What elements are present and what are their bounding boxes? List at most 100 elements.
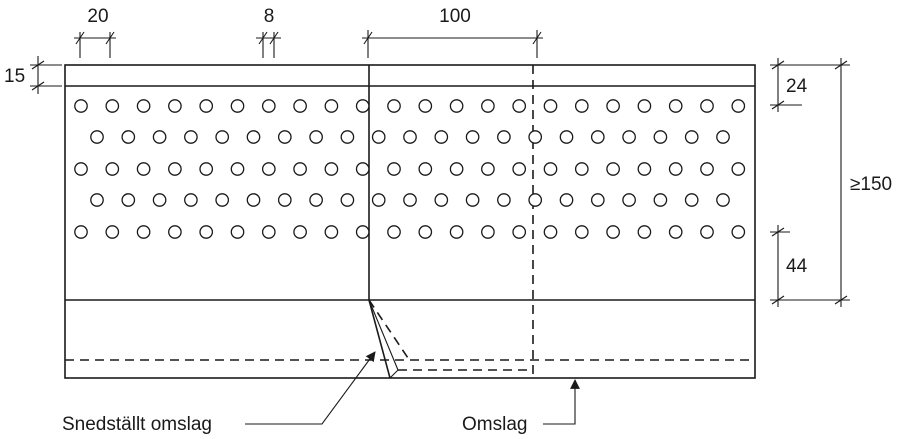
perforation-hole bbox=[418, 162, 433, 176]
perforation-hole bbox=[340, 193, 355, 207]
perforation-hole bbox=[574, 99, 589, 113]
perforation-hole bbox=[434, 130, 449, 144]
perforation-hole bbox=[622, 193, 636, 207]
perforation-hole bbox=[246, 193, 261, 207]
perforation-hole bbox=[637, 162, 652, 176]
perforation-hole bbox=[230, 225, 245, 239]
perforation-hole bbox=[199, 99, 214, 113]
callout-angled-fold: Snedställt omslag bbox=[62, 351, 376, 435]
perforation-hole bbox=[481, 162, 495, 176]
perforation-hole bbox=[653, 193, 668, 207]
perforation-hole bbox=[387, 99, 401, 113]
perforation-hole bbox=[387, 162, 401, 176]
dim-holes-to-bottom-band-label: 44 bbox=[786, 256, 808, 277]
perforation-hole bbox=[121, 130, 136, 144]
angled-fold bbox=[368, 299, 533, 379]
perforation-hole bbox=[168, 225, 182, 239]
perforation-hole bbox=[418, 225, 433, 239]
perforation-hole bbox=[559, 130, 574, 144]
perforation-hole bbox=[731, 225, 746, 239]
perforation-hole bbox=[355, 162, 370, 176]
perforation-hole bbox=[136, 162, 151, 176]
perforation-hole bbox=[465, 193, 480, 207]
dim-top-strip: 15 bbox=[4, 56, 62, 94]
perforation-hole bbox=[277, 193, 292, 207]
perforation-hole bbox=[716, 130, 730, 144]
perforation-hole bbox=[497, 130, 511, 144]
perforation-hole bbox=[418, 99, 433, 113]
dim-total-height: ≥150 bbox=[800, 58, 892, 307]
perforation-hole bbox=[230, 99, 245, 113]
perforation-hole bbox=[434, 193, 449, 207]
perforation-hole bbox=[293, 99, 307, 113]
perforation-hole bbox=[559, 193, 574, 207]
perforation-hole bbox=[355, 99, 370, 113]
perforation-hole bbox=[152, 193, 167, 207]
perforation-hole bbox=[168, 99, 182, 113]
perforation-hole bbox=[309, 193, 323, 207]
perforation-hole bbox=[700, 99, 714, 113]
perforation-hole bbox=[309, 130, 323, 144]
perforation-hole bbox=[277, 130, 292, 144]
perforation-hole bbox=[543, 225, 558, 239]
perforation-hole bbox=[716, 193, 730, 207]
perforation-hole bbox=[293, 162, 307, 176]
perforation-hole bbox=[324, 162, 339, 176]
perforation-hole bbox=[184, 193, 198, 207]
callout-angled-fold-label: Snedställt omslag bbox=[62, 414, 212, 435]
perforation-hole bbox=[152, 130, 167, 144]
perforation-hole bbox=[543, 162, 558, 176]
perforation-hole bbox=[668, 99, 683, 113]
perforation-hole bbox=[449, 99, 464, 113]
perforation-hole bbox=[606, 225, 620, 239]
perforation-hole bbox=[403, 130, 417, 144]
dim-top-strip-label: 15 bbox=[4, 66, 25, 87]
perforation-hole bbox=[528, 193, 543, 207]
perforation-hole bbox=[512, 99, 527, 113]
perforation-hole bbox=[528, 130, 543, 144]
perforation-hole bbox=[497, 193, 511, 207]
dim-top-edge-to-holes: 24 bbox=[770, 58, 808, 112]
perforation-hole bbox=[606, 162, 620, 176]
perforation-hole bbox=[731, 162, 746, 176]
dim-hole-spacing: 20 bbox=[74, 6, 116, 58]
perforation-hole bbox=[215, 130, 230, 144]
perforation-hole bbox=[590, 193, 605, 207]
perforation-hole bbox=[684, 193, 699, 207]
perforation-hole bbox=[637, 99, 652, 113]
perforation-hole bbox=[74, 225, 88, 239]
dim-fold-width-label: 100 bbox=[439, 6, 471, 27]
perforation-hole bbox=[481, 99, 495, 113]
perforation-hole bbox=[700, 162, 714, 176]
perforation-hole bbox=[387, 225, 401, 239]
dim-top-edge-to-holes-label: 24 bbox=[786, 76, 808, 97]
perforation-hole bbox=[606, 99, 620, 113]
perforation-hole bbox=[543, 99, 558, 113]
perforation-hole bbox=[246, 130, 261, 144]
dim-fold-width: 100 bbox=[362, 6, 543, 58]
perforation-hole bbox=[74, 162, 88, 176]
perforation-hole bbox=[230, 162, 245, 176]
perforation-hole bbox=[622, 130, 636, 144]
perforation-hole bbox=[668, 225, 683, 239]
sheet-outline bbox=[64, 64, 756, 379]
perforation-hole bbox=[105, 225, 120, 239]
dim-total-height-label: ≥150 bbox=[850, 174, 892, 195]
perforation-hole bbox=[90, 193, 104, 207]
perforation-hole bbox=[371, 130, 386, 144]
perforation-hole bbox=[700, 225, 714, 239]
perforation-hole bbox=[90, 130, 104, 144]
callout-fold: Omslag bbox=[462, 379, 580, 435]
perforation-hole bbox=[590, 130, 605, 144]
perforation-hole bbox=[355, 225, 370, 239]
perforation-hole bbox=[261, 162, 276, 176]
perforation-hole bbox=[653, 130, 668, 144]
perforation-hole bbox=[324, 225, 339, 239]
perforation-hole bbox=[293, 225, 307, 239]
perforation-hole bbox=[261, 99, 276, 113]
perforation-hole bbox=[74, 99, 88, 113]
dim-holes-to-bottom-band: 44 bbox=[770, 225, 808, 307]
perforation-hole bbox=[199, 162, 214, 176]
dim-hole-diameter: 8 bbox=[256, 6, 281, 58]
